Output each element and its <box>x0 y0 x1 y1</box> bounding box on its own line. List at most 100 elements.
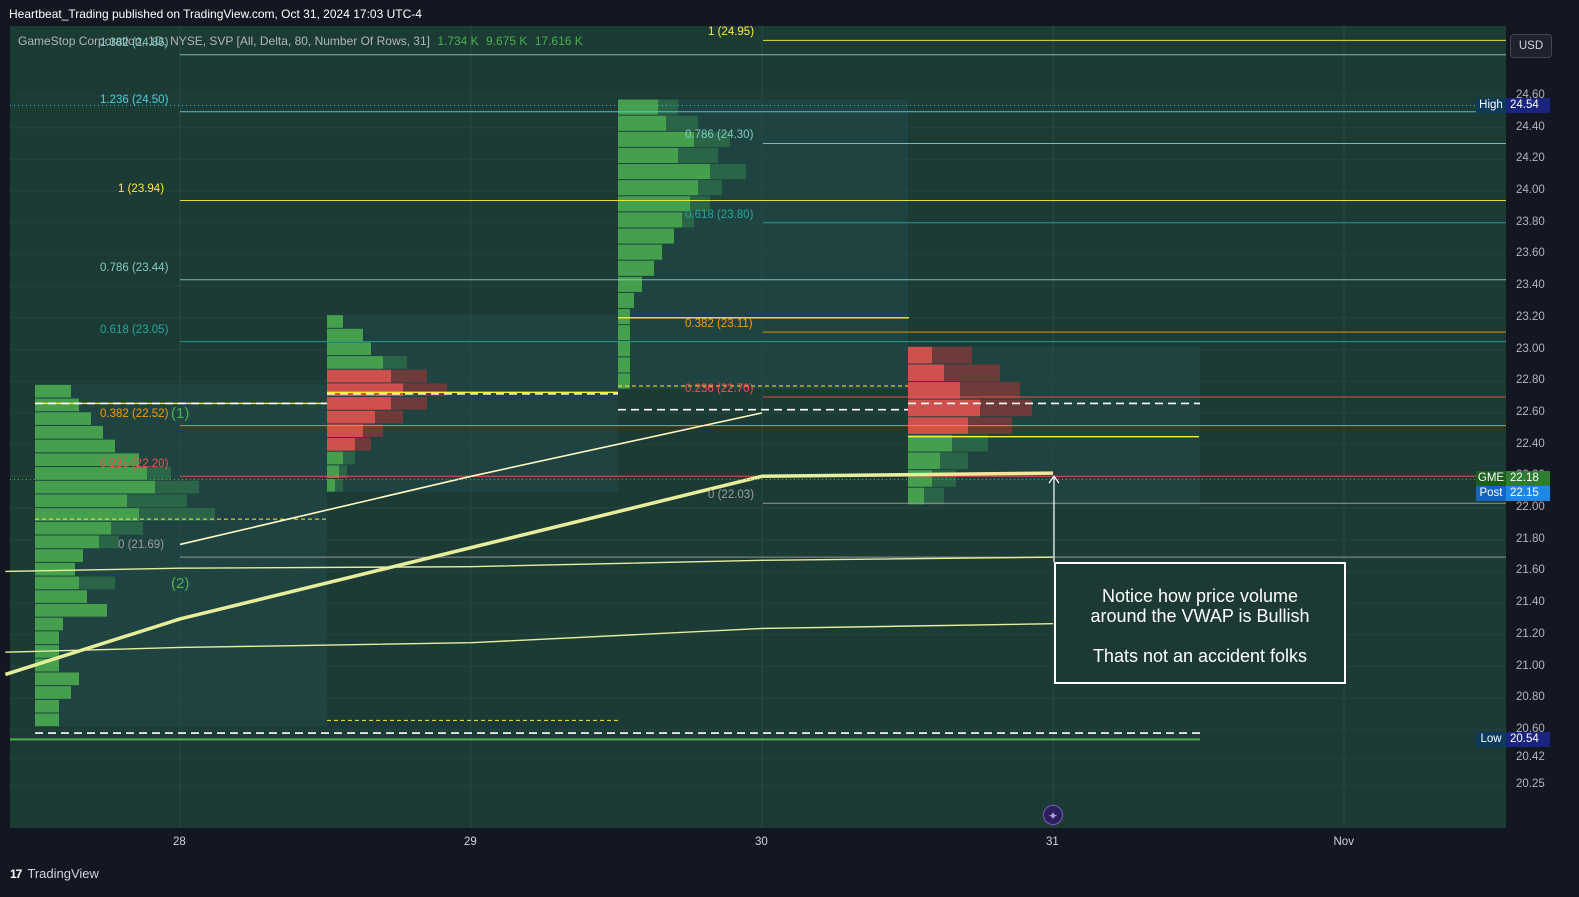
y-axis-tick-label: 20.60 <box>1516 722 1545 735</box>
footer-bar <box>0 860 1579 897</box>
volume-profile-bar <box>99 535 119 549</box>
volume-profile-bar <box>35 439 115 453</box>
annotation-arrowhead <box>1048 475 1060 484</box>
volume-profile-bar <box>391 369 427 383</box>
fib-level-label: 0 (21.69) <box>118 539 165 552</box>
y-axis-tick-label: 22.00 <box>1516 501 1545 513</box>
fib-level-label: 0.618 (23.05) <box>100 323 169 336</box>
volume-profile-bar <box>618 147 678 164</box>
y-axis-tick-label: 20.25 <box>1516 778 1545 791</box>
annotation-box[interactable]: Notice how price volume around the VWAP … <box>1054 562 1346 684</box>
volume-profile-bar <box>327 342 371 356</box>
price-badge-label: Low <box>1476 732 1506 748</box>
volume-profile-bar <box>327 410 375 424</box>
volume-profile-bar <box>658 99 678 115</box>
price-axis-panel <box>1506 26 1579 828</box>
fib-level-label: 1 (24.95) <box>708 26 755 39</box>
volume-profile-bar <box>618 260 654 276</box>
volume-profile-bar <box>35 412 91 425</box>
fib-level-label: 0.236 (22.70) <box>685 383 754 396</box>
volume-profile-bar <box>79 576 115 590</box>
volume-profile-bar <box>35 590 87 603</box>
volume-profile-bar <box>618 180 698 196</box>
volume-profile-bar <box>391 397 427 410</box>
volume-profile-bar <box>139 508 215 521</box>
annotation-line-3: Thats not an accident folks <box>1092 646 1308 666</box>
volume-profile-bar <box>327 369 391 383</box>
volume-profile-bar <box>35 494 127 508</box>
wave-label-2: (2) <box>171 575 190 592</box>
volume-value-3: 17.616 K <box>534 34 583 48</box>
y-axis-tick-label: 21.40 <box>1516 596 1545 609</box>
fib-level-label: 1.382 (24.86) <box>100 36 169 49</box>
time-axis-panel <box>10 828 1506 858</box>
volume-profile-bar <box>618 196 690 212</box>
y-axis-tick-label: 21.80 <box>1516 532 1545 545</box>
volume-profile-bar <box>618 228 674 244</box>
volume-profile-bar <box>111 521 143 535</box>
publish-header: Heartbeat_Trading published on TradingVi… <box>0 0 1579 26</box>
fib-level-label: 0.618 (23.80) <box>685 208 754 221</box>
volume-profile-bar <box>327 478 335 492</box>
volume-profile-bar <box>908 346 932 364</box>
price-badge-value: 24.54 <box>1506 98 1550 114</box>
volume-profile-bar <box>924 487 944 505</box>
volume-profile-bar <box>127 494 187 508</box>
volume-profile-bar <box>327 438 355 451</box>
y-axis-tick-label: 20.42 <box>1516 751 1545 764</box>
vwap-line <box>5 556 1054 573</box>
volume-profile-bar <box>618 325 630 341</box>
volume-profile-bar <box>327 424 363 438</box>
symbol-legend: GameStop Corporation, 1D, NYSE, SVP [All… <box>18 34 583 48</box>
volume-profile-bar <box>618 212 682 228</box>
volume-profile-bar <box>618 276 642 292</box>
volume-profile-bar <box>952 434 988 452</box>
volume-profile-bar <box>35 384 71 398</box>
volume-profile-bar <box>678 147 718 164</box>
volume-profile-bar <box>35 425 103 439</box>
fib-level-label: 1 (23.94) <box>118 182 165 195</box>
volume-profile-bar <box>618 341 630 357</box>
y-axis-tick-label: 21.60 <box>1516 564 1545 577</box>
x-axis-tick-label: 28 <box>173 836 186 848</box>
y-axis-tick-label: 24.00 <box>1516 184 1545 196</box>
price-chart[interactable] <box>0 0 1579 860</box>
volume-profile-bar <box>327 356 383 369</box>
volume-profile-bar <box>327 383 403 397</box>
volume-profile-bar <box>35 549 83 562</box>
price-badge-value: 20.54 <box>1506 732 1550 748</box>
volume-profile-bar <box>327 397 391 410</box>
y-axis-tick-label: 23.40 <box>1516 279 1545 292</box>
volume-profile-bar <box>618 357 630 373</box>
volume-profile-bar <box>694 131 730 147</box>
volume-profile-bar <box>35 617 63 631</box>
volume-profile-bar <box>618 373 630 389</box>
currency-button[interactable]: USD <box>1510 34 1552 58</box>
volume-profile-bar <box>327 465 339 478</box>
volume-profile-bar <box>383 356 407 369</box>
price-badge-value: 22.15 <box>1506 486 1550 502</box>
volume-profile-bar <box>35 535 99 549</box>
volume-profile-bar <box>155 480 199 494</box>
volume-profile-bar <box>908 434 952 452</box>
y-axis-tick-label: 24.40 <box>1516 120 1545 133</box>
x-axis-tick-label: 30 <box>755 836 768 848</box>
price-badge-value: 22.18 <box>1506 471 1550 487</box>
volume-profile-bar <box>35 699 59 713</box>
event-marker-icon[interactable]: ✦ <box>1043 805 1063 825</box>
volume-profile-bar <box>618 99 658 115</box>
footer-brand: 17 TradingView <box>10 866 99 881</box>
volume-profile-bar <box>35 398 79 412</box>
volume-profile-bar <box>327 315 343 328</box>
volume-profile-bar <box>944 364 1000 382</box>
volume-profile-bar <box>35 603 107 617</box>
fib-level-label: 0.236 (22.20) <box>100 458 169 471</box>
volume-profile-bar <box>908 487 924 505</box>
volume-profile-bar <box>666 115 698 131</box>
vwap-line <box>4 471 1054 677</box>
annotation-line-1: Notice how price volume <box>1101 586 1299 606</box>
y-axis-tick-label: 23.80 <box>1516 215 1545 228</box>
volume-profile-bar <box>35 631 59 645</box>
fib-level-label: 0.382 (22.52) <box>100 407 169 420</box>
volume-profile-bar <box>618 309 630 325</box>
